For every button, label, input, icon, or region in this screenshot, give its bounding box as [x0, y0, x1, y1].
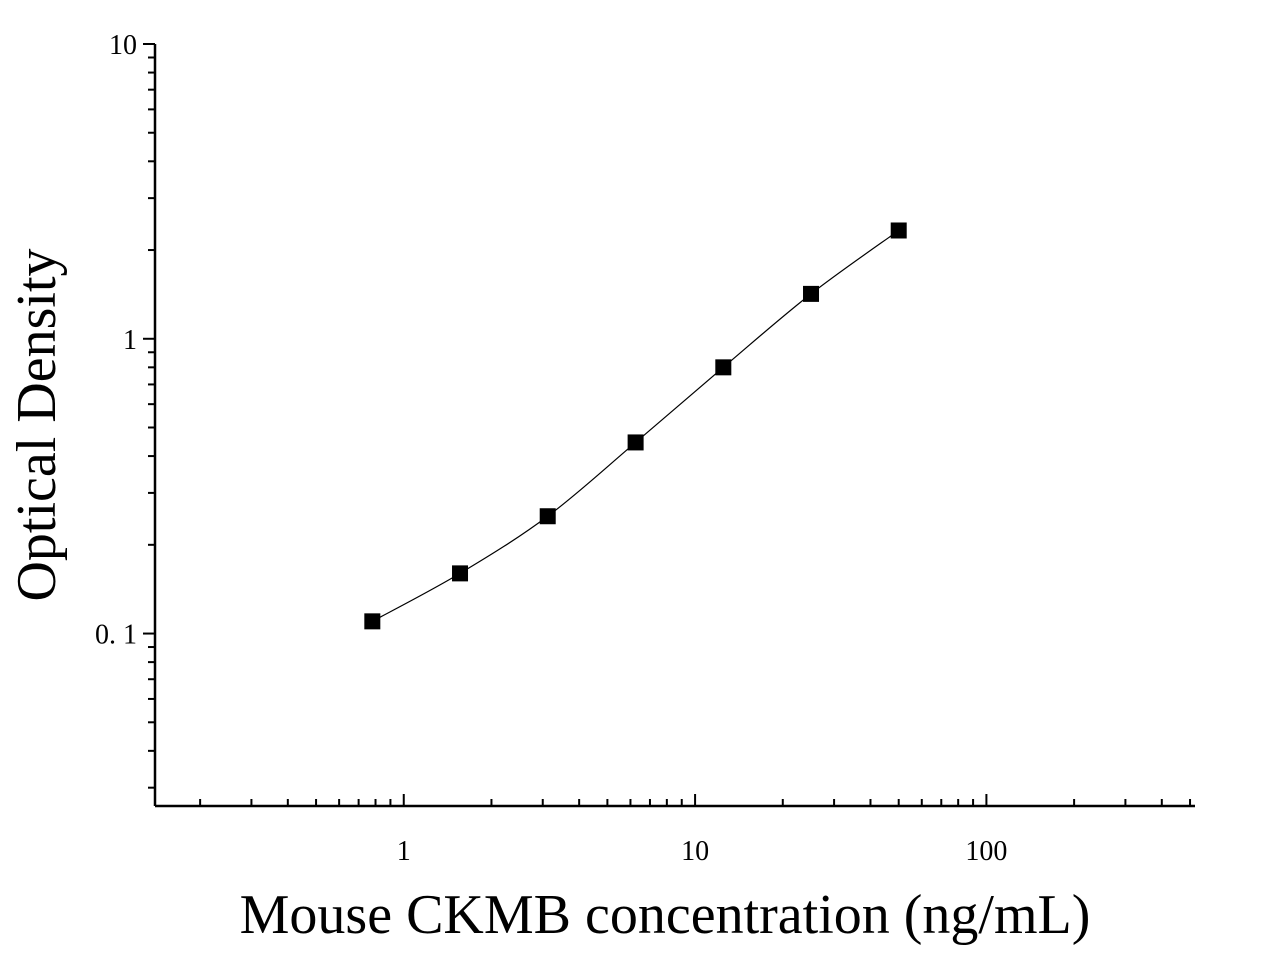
data-point-marker — [539, 508, 556, 525]
data-markers — [364, 222, 907, 630]
data-point-marker — [803, 285, 820, 302]
y-tick-label: 0. 1 — [95, 620, 137, 651]
axes: 0. 1 1 10 1 10 100 — [95, 30, 1195, 867]
y-tick-label: 1 — [123, 325, 137, 356]
x-tick-label: 100 — [965, 836, 1007, 867]
data-point-marker — [364, 613, 381, 630]
y-tick-label: 10 — [109, 30, 137, 61]
y-axis-title: Optical Density — [6, 248, 68, 601]
data-point-marker — [715, 359, 732, 376]
data-point-marker — [627, 434, 644, 451]
x-tick-label: 10 — [681, 836, 709, 867]
fit-curve — [372, 230, 900, 622]
data-point-marker — [890, 222, 907, 239]
fit-curve-layer — [372, 230, 900, 622]
x-tick-label: 1 — [397, 836, 411, 867]
x-axis-title: Mouse CKMB concentration (ng/mL) — [240, 884, 1091, 946]
data-point-marker — [452, 565, 469, 582]
